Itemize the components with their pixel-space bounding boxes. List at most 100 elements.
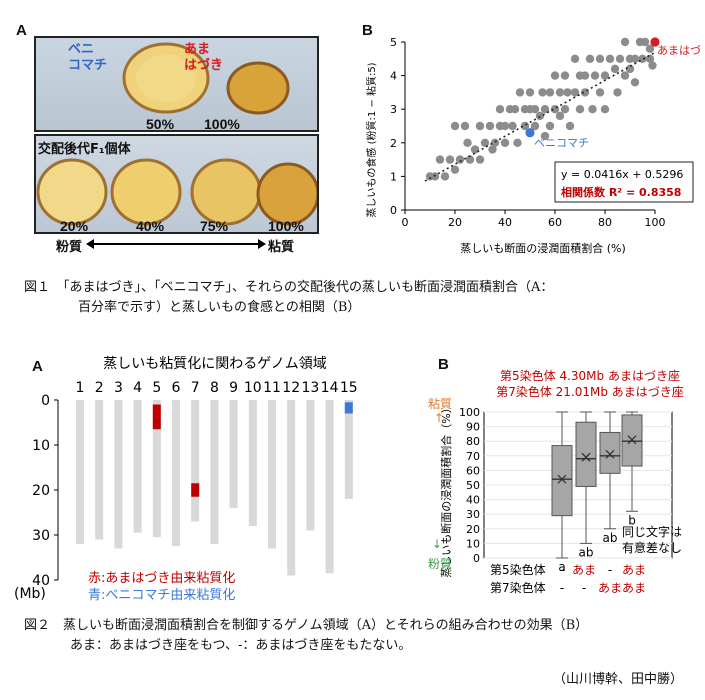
fig1-caption-line2: 百分率で示す）と蒸しいもの食感との相関（B） <box>78 300 361 315</box>
scatter-point <box>488 145 497 154</box>
scatter-ytick-label: 1 <box>390 170 397 183</box>
trendline <box>424 51 656 182</box>
amahazuki-slice <box>226 61 290 115</box>
boxplot-ytick-label: 80 <box>466 435 480 448</box>
box-mean-marker <box>605 449 615 459</box>
chromosome-bar <box>172 400 180 547</box>
scatter-point <box>585 54 595 63</box>
boxplot-title-1: 第5染色体 4.30Mb あまはづき座 <box>500 368 680 383</box>
chromosome-label: 7 <box>191 380 200 396</box>
note-line1: 同じ文字は <box>622 524 682 539</box>
chromosome-bar <box>152 400 161 538</box>
chromosome-label: 15 <box>340 380 358 396</box>
scatter-point <box>500 121 510 131</box>
scatter-point <box>640 37 650 47</box>
boxplot-ylabel: 蒸しいも断面の浸潤面積割合（%） <box>439 402 453 577</box>
boxplot-ytick-label: 20 <box>466 523 480 536</box>
scatter-point <box>485 121 495 131</box>
scatter-point <box>500 138 510 147</box>
boxplot-ytick-label: 0 <box>473 552 480 565</box>
highlight-label: ベニコマチ <box>534 137 589 150</box>
chromosome-bar <box>344 400 353 499</box>
texture-arrow <box>86 239 266 249</box>
scatter-point <box>480 138 490 147</box>
fig1-photo-parents: ベニ コマチ あま はづき <box>34 36 319 132</box>
scatter-point <box>565 121 575 131</box>
pct-f1-75: 75% <box>200 218 229 234</box>
chromosome-bar <box>210 400 219 544</box>
scatter-point <box>590 71 600 80</box>
scatter-xtick-label: 100 <box>645 216 666 229</box>
scatter-point <box>530 105 540 114</box>
scatter-point <box>450 165 460 174</box>
boxplot-ytick-label: 30 <box>466 508 480 521</box>
scatter-point <box>540 105 550 114</box>
scatter-xtick-label: 20 <box>448 216 462 229</box>
top-arrow: ↑ <box>434 411 444 425</box>
row2-value: あま <box>598 581 622 595</box>
chromosome-bar <box>76 400 84 544</box>
box-body <box>599 431 621 474</box>
scatter-point <box>515 88 525 97</box>
scatter-point <box>588 105 597 114</box>
boxplot-ytick-label: 60 <box>466 464 480 477</box>
scatter-point <box>535 111 545 121</box>
boxplot-ytick-label: 90 <box>466 421 480 434</box>
scatter-xtick-label: 0 <box>402 216 409 229</box>
fig2-boxplot-chart: 第5染色体 4.30Mb あまはづき座 第7染色体 21.01Mb あまはづき座… <box>428 368 684 595</box>
equation-text: y = 0.0416x + 0.5296 <box>561 168 683 181</box>
note-line2: 有意差なし <box>622 540 682 555</box>
row2-label: 第7染色体 <box>490 580 546 595</box>
scatter-point <box>555 111 565 121</box>
label-amahazuki: あま はづき <box>184 42 224 73</box>
scatter-point <box>545 121 555 131</box>
scatter-point <box>555 88 565 97</box>
row1-value: あま <box>622 563 646 577</box>
fig2-panel-a-letter: A <box>32 358 43 375</box>
box-body <box>575 421 597 487</box>
legend-red: 赤:あまはづき由来粘質化 <box>88 571 235 586</box>
scatter-point <box>613 88 622 97</box>
box-mean-marker <box>581 452 591 462</box>
scatter-point <box>460 121 470 131</box>
box-letter: ab <box>603 531 618 545</box>
scatter-point <box>580 71 590 80</box>
bottom-label-funshitsu: 粉質 <box>428 556 452 571</box>
chromosome-label: 12 <box>282 380 300 396</box>
scatter-ylabel: 蒸しいもの食感 (粉質:1 − 粘質:5) <box>365 62 378 217</box>
chromosome-bar <box>191 400 200 522</box>
genome-ytick-label: 10 <box>32 438 50 454</box>
scatter-point <box>560 71 570 80</box>
chromosome-bar <box>248 400 257 526</box>
scatter-point <box>508 121 517 131</box>
scatter-point <box>463 138 472 147</box>
pct-ama: 100% <box>204 116 240 132</box>
boxplot-ytick-label: 50 <box>466 479 480 492</box>
highlight-point <box>525 128 535 138</box>
row2-value: あま <box>622 581 646 595</box>
scatter-point <box>625 64 635 74</box>
r2-text: 相関係数 R² = 0.8358 <box>561 185 681 199</box>
fig2-caption-line1: 図２ 蒸しいも断面浸潤面積割合を制御するゲノム領域（A）とそれらの組み合わせの効… <box>24 618 589 633</box>
chromosome-bar <box>133 400 142 533</box>
chromosome-bar <box>306 400 315 531</box>
chromosome-label: 4 <box>133 380 142 396</box>
scatter-point <box>430 172 440 181</box>
row1-value: - <box>608 563 612 577</box>
scatter-point <box>648 61 657 70</box>
box-letter: ab <box>579 545 594 559</box>
genome-ytick-label: 40 <box>32 573 50 589</box>
box-body <box>551 445 573 517</box>
scatter-point <box>595 88 605 97</box>
pct-f1-100: 100% <box>268 218 304 234</box>
f1-label: 交配後代F₁個体 <box>38 142 131 157</box>
equation-box <box>554 161 694 203</box>
boxplot-ytick-label: 100 <box>459 406 480 419</box>
chromosome-label: 9 <box>229 380 238 396</box>
chromosome-bar <box>325 400 334 574</box>
genome-ytick-label: 20 <box>32 483 50 499</box>
scatter-point <box>600 105 610 114</box>
fig1-photo-f1: 交配後代F₁個体 <box>34 134 319 234</box>
scatter-point <box>450 121 460 131</box>
